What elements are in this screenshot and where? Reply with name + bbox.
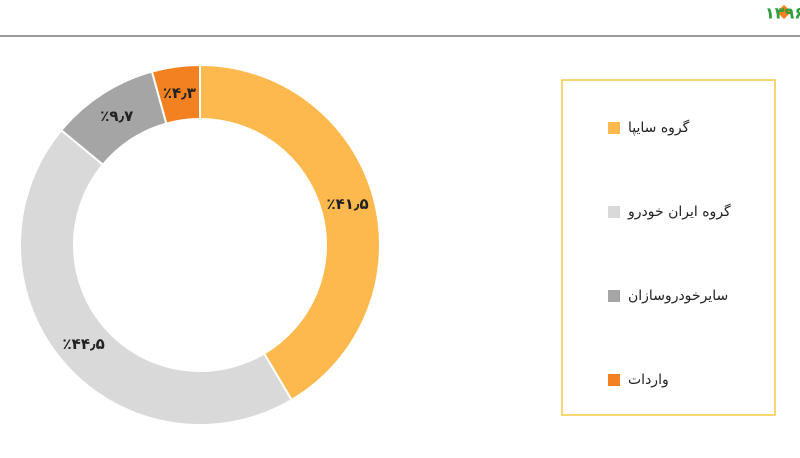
legend-label: واردات — [628, 372, 669, 388]
data-label: ٪۴۴٫۵ — [63, 335, 105, 353]
chart-title: سهم شرکت های خودرو ساز از کل بازار خودرو… — [765, 4, 800, 23]
legend-swatch — [608, 374, 620, 386]
slice — [199, 63, 381, 402]
legend-swatch — [608, 206, 620, 218]
legend-label: گروه ایران خودرو — [627, 203, 731, 220]
data-label: ٪۴٫۳ — [163, 84, 196, 102]
slice — [150, 63, 201, 125]
legend-label: سایرخودروسازان — [628, 288, 728, 304]
data-label: ٪۴۱٫۵ — [326, 195, 368, 213]
legend-swatch — [608, 290, 620, 302]
slice — [19, 128, 293, 426]
legend-box — [561, 79, 776, 416]
title-bullet — [776, 4, 792, 20]
legend-swatch — [608, 122, 620, 134]
legend-label: گروه سایپا — [628, 119, 690, 136]
data-label: ٪۹٫۷ — [100, 107, 133, 125]
